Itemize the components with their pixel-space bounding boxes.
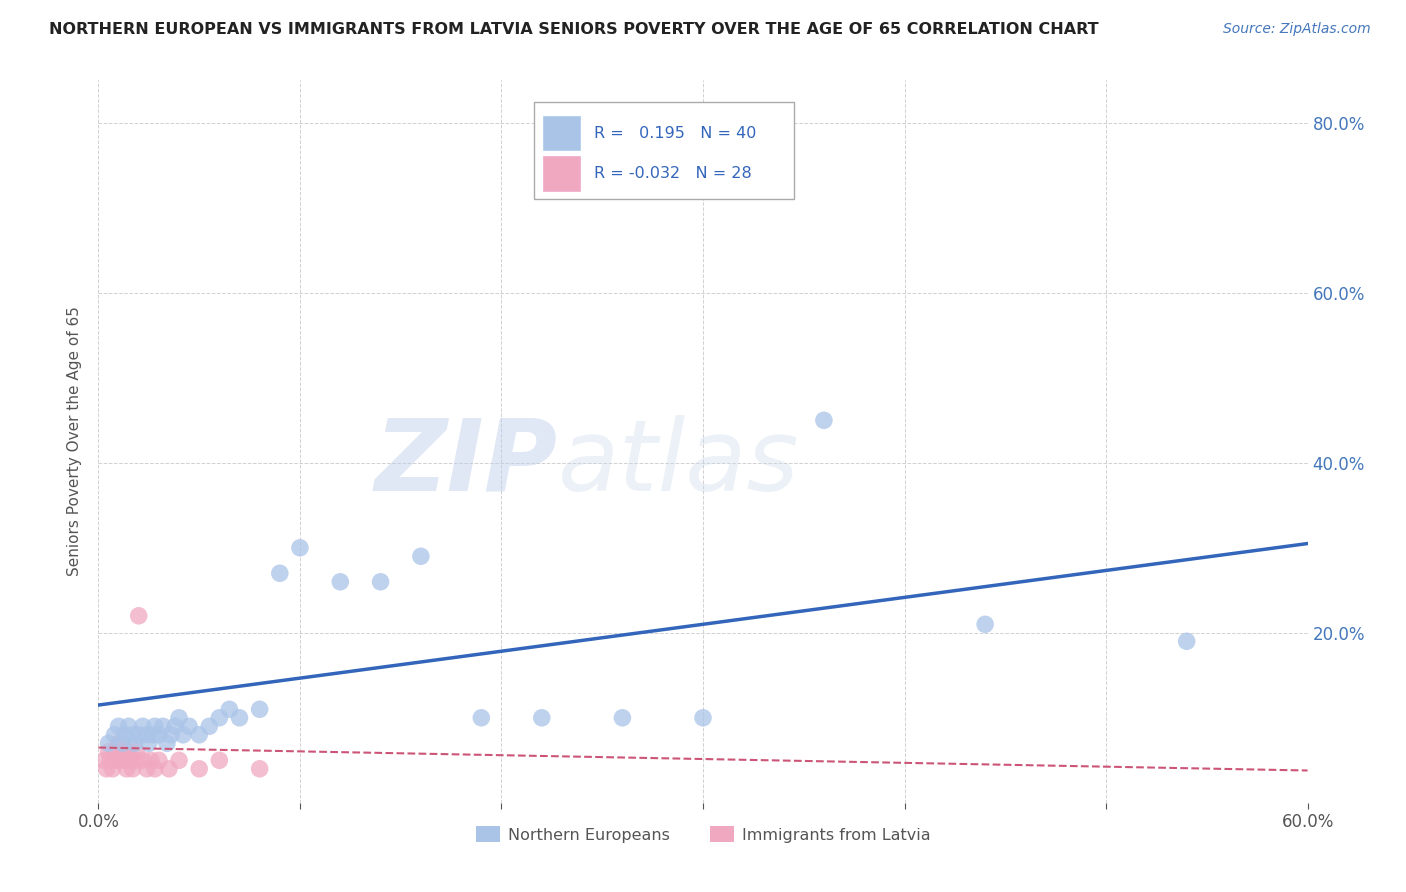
Point: [114, 728, 136, 742]
Point: [370, 574, 392, 589]
Point: [179, 719, 201, 733]
Point: [156, 736, 179, 750]
Point: [974, 617, 997, 632]
Point: [111, 745, 134, 759]
Point: [172, 728, 194, 742]
Text: NORTHERN EUROPEAN VS IMMIGRANTS FROM LATVIA SENIORS POVERTY OVER THE AGE OF 65 C: NORTHERN EUROPEAN VS IMMIGRANTS FROM LAT…: [49, 22, 1099, 37]
Point: [124, 753, 146, 767]
Point: [114, 753, 136, 767]
Point: [208, 711, 231, 725]
Point: [269, 566, 291, 581]
Text: atlas: atlas: [558, 415, 800, 512]
Point: [188, 728, 211, 742]
Point: [103, 745, 125, 759]
Point: [100, 753, 122, 767]
Point: [692, 711, 714, 725]
Point: [148, 753, 170, 767]
Point: [249, 762, 271, 776]
Point: [115, 762, 138, 776]
Point: [198, 719, 221, 733]
FancyBboxPatch shape: [543, 116, 579, 151]
Point: [132, 719, 155, 733]
Point: [163, 719, 186, 733]
Point: [118, 719, 141, 733]
Point: [138, 736, 160, 750]
Point: [1175, 634, 1198, 648]
Point: [409, 549, 432, 564]
Point: [167, 711, 190, 725]
Point: [143, 719, 166, 733]
Point: [188, 762, 211, 776]
Point: [813, 413, 835, 427]
Point: [128, 728, 150, 742]
Point: [139, 753, 162, 767]
Point: [228, 711, 250, 725]
Point: [530, 711, 553, 725]
Point: [105, 753, 128, 767]
Point: [132, 753, 155, 767]
Point: [470, 711, 492, 725]
Point: [142, 728, 165, 742]
Point: [249, 702, 271, 716]
Point: [329, 574, 352, 589]
Point: [143, 762, 166, 776]
Text: Source: ZipAtlas.com: Source: ZipAtlas.com: [1223, 22, 1371, 37]
Point: [160, 728, 183, 742]
Point: [107, 719, 129, 733]
Point: [121, 728, 143, 742]
Point: [125, 745, 148, 759]
Point: [148, 728, 170, 742]
Point: [93, 753, 115, 767]
Point: [288, 541, 311, 555]
Point: [110, 753, 132, 767]
Point: [135, 728, 157, 742]
FancyBboxPatch shape: [534, 102, 793, 200]
Point: [152, 719, 174, 733]
Point: [167, 753, 190, 767]
Point: [128, 608, 150, 623]
Point: [218, 702, 240, 716]
Text: R = -0.032   N = 28: R = -0.032 N = 28: [595, 166, 752, 181]
Point: [101, 762, 124, 776]
Point: [103, 728, 125, 742]
Point: [120, 753, 142, 767]
Point: [97, 736, 120, 750]
Point: [111, 736, 134, 750]
Point: [118, 745, 141, 759]
Point: [107, 736, 129, 750]
Point: [612, 711, 634, 725]
Point: [121, 762, 143, 776]
Point: [124, 736, 146, 750]
FancyBboxPatch shape: [543, 156, 579, 191]
Point: [96, 762, 118, 776]
Y-axis label: Seniors Poverty Over the Age of 65: Seniors Poverty Over the Age of 65: [67, 307, 83, 576]
Point: [208, 753, 231, 767]
Point: [97, 745, 120, 759]
Point: [135, 762, 157, 776]
Point: [157, 762, 180, 776]
Text: R =   0.195   N = 40: R = 0.195 N = 40: [595, 126, 756, 141]
Text: ZIP: ZIP: [375, 415, 558, 512]
Legend: Northern Europeans, Immigrants from Latvia: Northern Europeans, Immigrants from Latv…: [470, 820, 936, 849]
